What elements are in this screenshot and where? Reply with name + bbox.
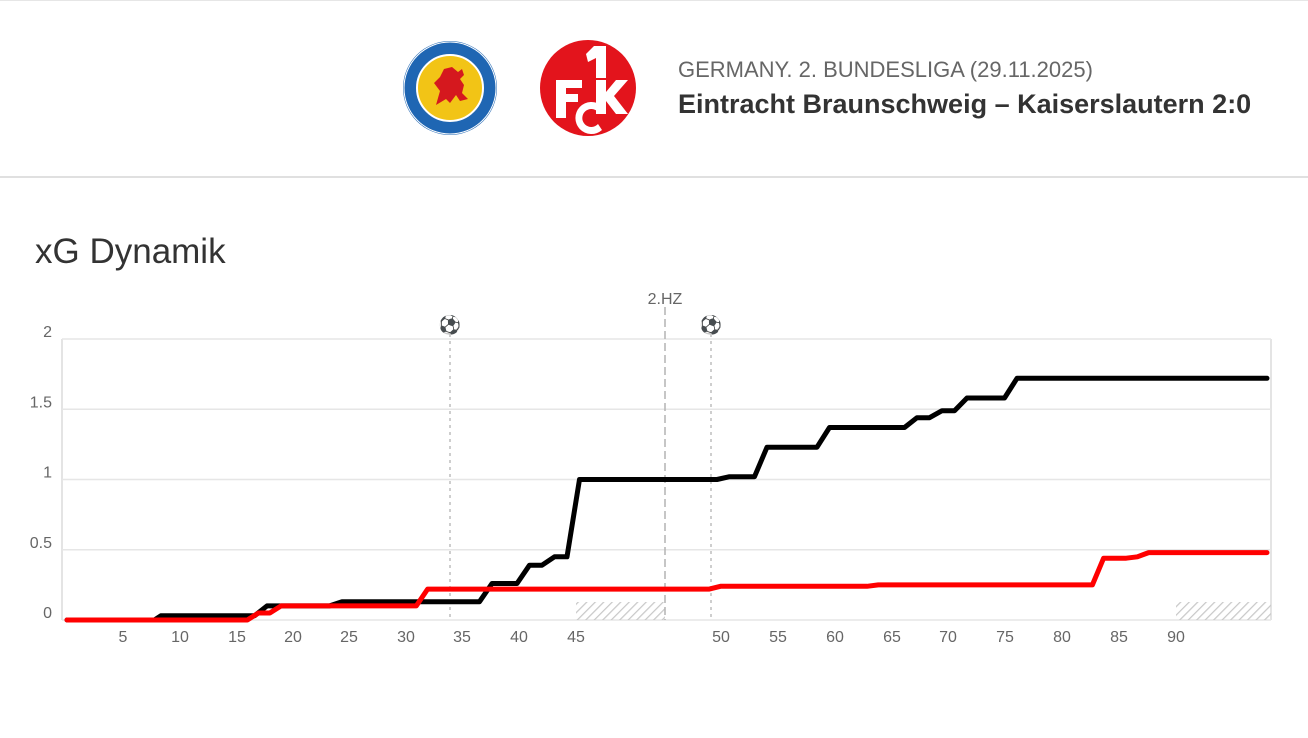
- away-team-logo: [540, 40, 636, 136]
- league-label: GERMANY. 2. BUNDESLIGA (29.11.2025): [678, 57, 1093, 82]
- x-tick-label: 80: [1053, 629, 1071, 646]
- soccer-ball-icon: ⚽: [438, 314, 461, 335]
- y-tick-label: 1: [43, 465, 52, 482]
- x-tick-label: 85: [1110, 629, 1128, 646]
- x-tick-label: 60: [826, 629, 844, 646]
- letter-k-icon: [596, 80, 628, 114]
- letter-c-icon: [575, 102, 602, 134]
- y-tick-label: 1.5: [30, 394, 52, 411]
- x-tick-label: 35: [453, 629, 471, 646]
- home-team-logo: [403, 41, 497, 135]
- x-tick-label: 20: [284, 629, 302, 646]
- x-tick-label: 15: [228, 629, 246, 646]
- half-time-label: 2.HZ: [648, 291, 683, 308]
- y-tick-label: 2: [43, 324, 52, 341]
- match-header: GERMANY. 2. BUNDESLIGA (29.11.2025) Eint…: [0, 0, 1308, 178]
- x-tick-label: 40: [510, 629, 528, 646]
- x-tick-label: 75: [996, 629, 1014, 646]
- x-tick-label: 10: [171, 629, 189, 646]
- x-tick-label: 45: [567, 629, 585, 646]
- x-tick-label: 70: [939, 629, 957, 646]
- y-tick-label: 0.5: [30, 535, 52, 552]
- letter-f-icon: [556, 80, 582, 118]
- x-tick-label: 65: [883, 629, 901, 646]
- soccer-ball-icon: ⚽: [699, 314, 722, 335]
- match-title: Eintracht Braunschweig – Kaiserslautern …: [678, 89, 1252, 119]
- x-tick-label: 30: [397, 629, 415, 646]
- series-line-away: [64, 550, 1270, 623]
- x-tick-label: 90: [1167, 629, 1185, 646]
- stoppage-time-first-half: [576, 602, 665, 620]
- stoppage-time-second-half: [1176, 602, 1271, 620]
- letter-one-icon: [586, 46, 606, 78]
- lion-icon: [434, 67, 468, 105]
- chart-title: xG Dynamik: [35, 232, 226, 271]
- x-tick-label: 55: [769, 629, 787, 646]
- y-tick-label: 0: [43, 605, 52, 622]
- x-tick-label: 25: [340, 629, 358, 646]
- x-tick-label: 5: [119, 629, 128, 646]
- xg-chart: 0 0.5 1 1.5 2 2.HZ ⚽ ⚽ 5 10 15 20 25 30 35 40 45 50 55 60 65…: [30, 291, 1272, 646]
- x-tick-label: 50: [712, 629, 730, 646]
